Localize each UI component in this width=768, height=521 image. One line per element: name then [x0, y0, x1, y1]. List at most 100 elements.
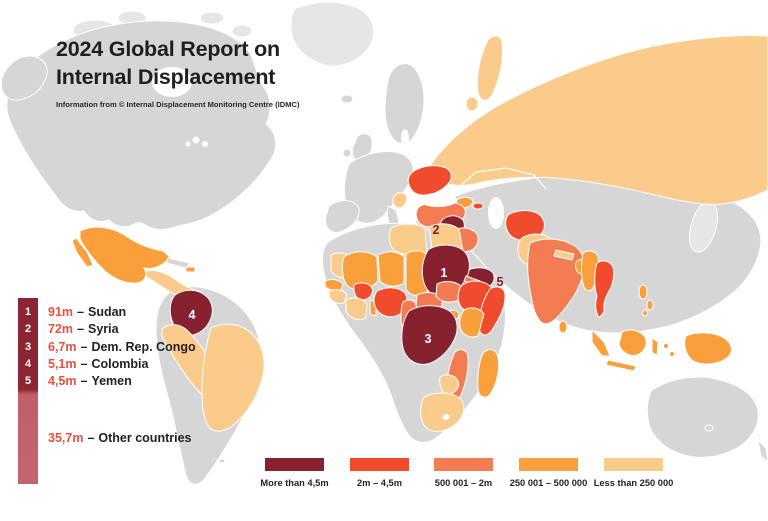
legend-swatch [265, 458, 324, 471]
baja-california [71, 237, 94, 268]
kazakhstan-border [459, 167, 547, 190]
hudson-bay [152, 67, 192, 97]
country-ukraine [407, 165, 452, 196]
rank-number-1: 1 [24, 306, 32, 318]
legend-item-250001-500000: 250 001 – 500 000 [510, 458, 587, 488]
country-mexico [79, 226, 171, 284]
dash: – [87, 431, 95, 445]
country-madagascar [477, 349, 500, 398]
legend-swatch [434, 458, 493, 471]
moluccas [663, 343, 669, 349]
ranking-row-dr-congo: 6,7m – Dem. Rep. Congo [48, 340, 196, 354]
country-balkans [392, 192, 408, 209]
country-philippines [646, 299, 654, 311]
dash: – [77, 322, 84, 336]
baltic-sea [401, 129, 409, 147]
country-dr-congo [401, 305, 458, 365]
ranking-bar [18, 298, 38, 484]
legend-item-more-than-4-5m: More than 4,5m [260, 458, 329, 488]
arctic-islands [199, 11, 225, 25]
legend-label: More than 4,5m [260, 478, 329, 488]
rank-number-4: 4 [24, 358, 32, 370]
iceland [340, 94, 354, 104]
sumatra [591, 329, 611, 357]
tasmania [704, 424, 714, 432]
borneo [618, 329, 647, 356]
ireland [342, 148, 352, 158]
java [605, 359, 637, 372]
ranking-value: 72m [48, 322, 74, 336]
legend-item-500001-2m: 500 001 – 2m [434, 458, 493, 488]
header: 2024 Global Report on Internal Displacem… [56, 36, 300, 109]
country-libya [388, 223, 428, 256]
country-niger [377, 251, 405, 287]
rank-number-2: 2 [24, 323, 32, 335]
title-line-2: Internal Displacement [56, 64, 276, 89]
country-sri-lanka [558, 320, 568, 334]
scandinavia [384, 63, 425, 145]
ranking-value: 4,5m [48, 374, 77, 388]
country-south-sudan [435, 281, 462, 303]
rank-number-3: 3 [24, 341, 32, 353]
greenland [290, 1, 375, 67]
ranking-row-sudan: 91m – Sudan [48, 305, 126, 319]
ranking-row-colombia: 5,1m – Colombia [48, 357, 148, 371]
page-title: 2024 Global Report on Internal Displacem… [56, 36, 300, 91]
rank-number-5: 5 [24, 375, 32, 387]
country-burkina-faso [353, 282, 373, 301]
country-papua-new-guinea [684, 332, 732, 365]
country-ghana-cote-divoire [345, 297, 368, 321]
ranking-row-yemen: 4,5m – Yemen [48, 374, 132, 388]
country-philippines [642, 309, 648, 317]
country-haiti [185, 266, 196, 273]
map-markers: 1 2 3 4 5 [189, 223, 504, 346]
ranking-country: Syria [87, 322, 119, 336]
country-philippines [638, 284, 648, 300]
country-colombia [169, 289, 213, 336]
great-lakes [185, 141, 191, 147]
country-azerbaijan [472, 202, 484, 210]
legend-label: 2m – 4,5m [357, 478, 402, 488]
dash: – [80, 340, 88, 354]
lesotho [442, 414, 450, 420]
ranking-value: 91m [48, 305, 74, 319]
ranking-country: Colombia [91, 357, 149, 371]
new-zealand [757, 439, 768, 463]
country-nepal [553, 249, 575, 261]
ranking-row-other: 35,7m – Other countries [48, 431, 191, 445]
marker-5-yemen: 5 [497, 275, 504, 289]
black-sea [419, 193, 457, 207]
legend-item-2m-4-5m: 2m – 4,5m [350, 458, 409, 488]
ranking-country: Yemen [91, 374, 132, 388]
caspian-sea [488, 197, 504, 229]
legend-item-less-than-250000: Less than 250 000 [594, 458, 673, 488]
country-south-africa [420, 392, 465, 432]
country-russia [425, 34, 768, 205]
marker-3-dr-congo: 3 [425, 332, 432, 346]
moluccas [669, 351, 675, 357]
legend-label: Less than 250 000 [593, 478, 674, 488]
country-india [527, 238, 585, 325]
country-thailand [594, 260, 615, 319]
ranking-country: Sudan [87, 305, 127, 319]
legend-label: 500 001 – 2m [434, 478, 493, 488]
ranking-row-syria: 72m – Syria [48, 322, 119, 336]
continent-north-america [6, 20, 277, 230]
australia [646, 376, 759, 458]
novaya-zemlya [476, 35, 503, 101]
iberia [325, 200, 360, 233]
legend-swatch [350, 458, 409, 471]
country-guinea [328, 289, 348, 304]
continent-europe [343, 151, 414, 224]
dash: – [80, 357, 88, 371]
alaska [0, 55, 48, 101]
ranking-value: 5,1m [48, 357, 77, 371]
dash: – [77, 305, 84, 319]
cuba [165, 257, 191, 269]
great-lakes [202, 141, 208, 147]
countries-colored [71, 165, 732, 432]
country-senegal [324, 279, 344, 292]
sulawesi [651, 337, 659, 357]
